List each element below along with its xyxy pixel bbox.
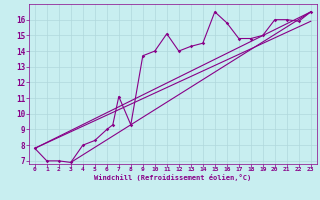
X-axis label: Windchill (Refroidissement éolien,°C): Windchill (Refroidissement éolien,°C)	[94, 174, 252, 181]
